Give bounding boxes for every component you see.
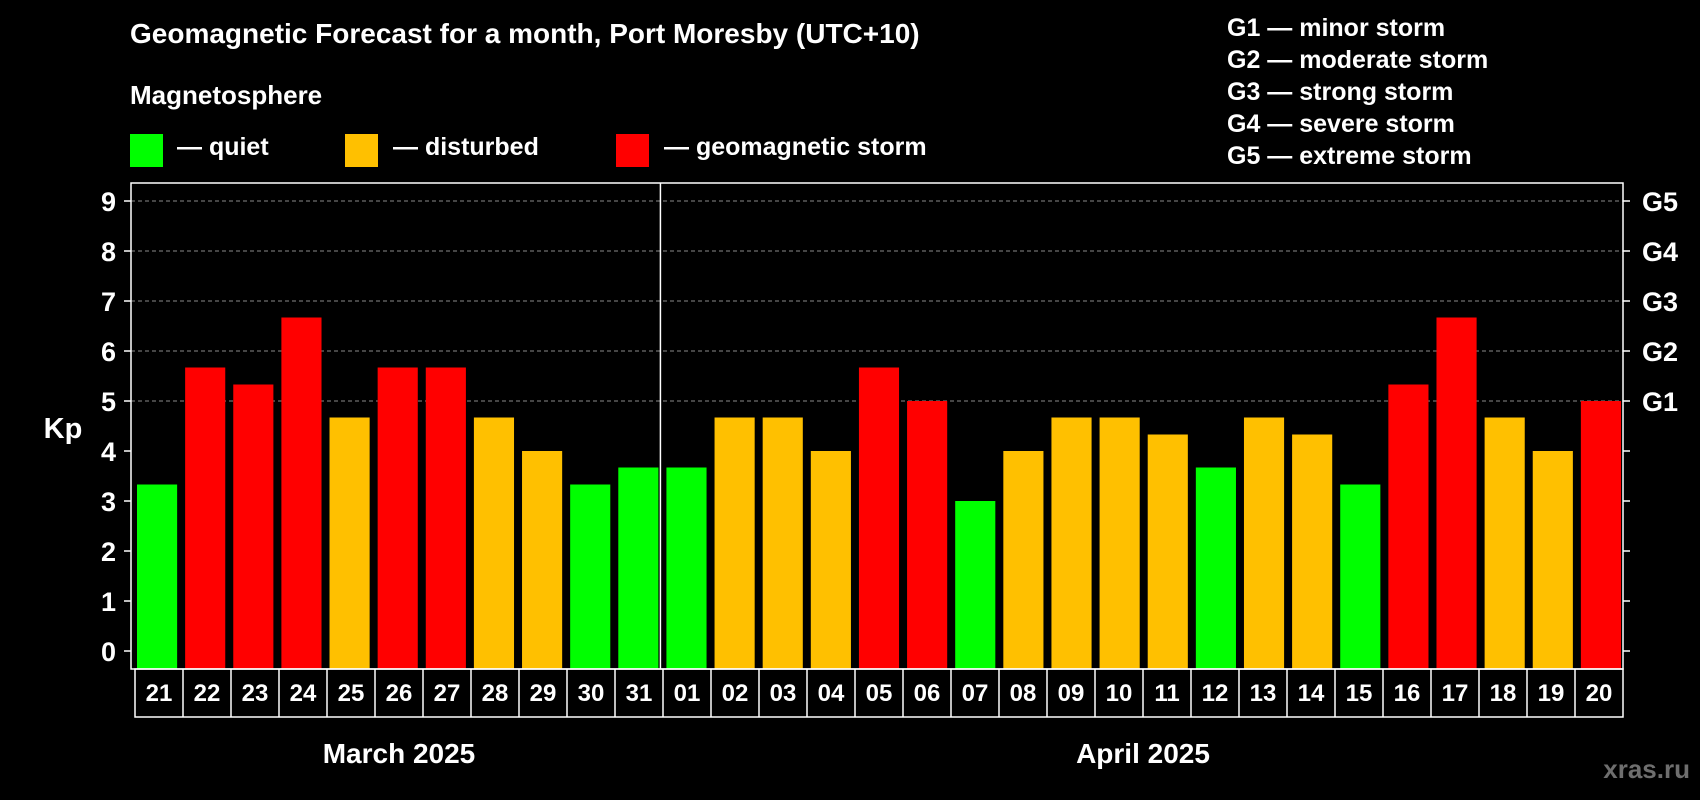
- kp-bar-19: [1532, 451, 1573, 669]
- date-label-24: 24: [290, 680, 317, 707]
- kp-bar-10: [1099, 417, 1140, 669]
- date-label-26: 26: [386, 680, 413, 707]
- legend-swatch-disturbed: [345, 134, 378, 167]
- storm-scale-g4: G4 — severe storm: [1227, 110, 1455, 138]
- date-label-03: 03: [770, 680, 797, 707]
- g-scale-label-g4: G4: [1642, 237, 1678, 267]
- y-tick-label: 5: [101, 387, 116, 417]
- kp-bar-01: [666, 467, 707, 669]
- kp-bar-29: [522, 451, 563, 669]
- kp-bar-07: [955, 501, 996, 669]
- kp-bar-31: [618, 467, 659, 669]
- date-label-25: 25: [338, 680, 365, 707]
- date-label-07: 07: [962, 680, 989, 707]
- date-label-01: 01: [674, 680, 701, 707]
- date-label-30: 30: [578, 680, 605, 707]
- y-axis-label: Kp: [44, 413, 83, 445]
- month-label-0: March 2025: [323, 738, 476, 769]
- date-label-06: 06: [914, 680, 941, 707]
- kp-bar-11: [1147, 434, 1188, 669]
- date-label-13: 13: [1250, 680, 1277, 707]
- date-label-05: 05: [866, 680, 893, 707]
- kp-bar-23: [233, 384, 274, 669]
- kp-bar-24: [281, 317, 322, 669]
- date-label-10: 10: [1106, 680, 1133, 707]
- date-label-14: 14: [1298, 680, 1325, 707]
- kp-bar-05: [858, 367, 900, 669]
- chart-title: Geomagnetic Forecast for a month, Port M…: [130, 18, 920, 49]
- storm-scale-g3: G3 — strong storm: [1227, 78, 1454, 106]
- kp-bar-15: [1340, 484, 1381, 669]
- kp-bar-02: [714, 417, 755, 669]
- legend-title: Magnetosphere: [130, 80, 323, 110]
- date-label-04: 04: [818, 680, 845, 707]
- date-label-02: 02: [722, 680, 749, 707]
- date-label-29: 29: [530, 680, 557, 707]
- kp-bar-21: [137, 484, 178, 669]
- kp-bar-03: [762, 417, 803, 669]
- date-label-18: 18: [1490, 680, 1517, 707]
- kp-bar-17: [1436, 317, 1477, 669]
- storm-scale-g1: G1 — minor storm: [1227, 14, 1446, 42]
- y-tick-label: 7: [101, 287, 116, 317]
- kp-bar-22: [185, 367, 226, 669]
- storm-scale-g2: G2 — moderate storm: [1227, 46, 1489, 74]
- date-label-31: 31: [626, 680, 653, 707]
- date-label-15: 15: [1346, 680, 1373, 707]
- kp-bar-25: [329, 417, 370, 669]
- storm-scale-g5: G5 — extreme storm: [1227, 142, 1472, 170]
- legend-label-disturbed: — disturbed: [393, 133, 539, 161]
- kp-bar-08: [1003, 451, 1044, 669]
- kp-bar-28: [473, 417, 515, 669]
- kp-bar-27: [425, 367, 466, 669]
- legend-swatch-storm: [616, 134, 649, 167]
- date-label-16: 16: [1394, 680, 1421, 707]
- kp-bar-12: [1195, 467, 1236, 669]
- kp-bar-14: [1292, 434, 1333, 669]
- kp-bar-09: [1051, 417, 1092, 669]
- kp-bar-13: [1243, 417, 1285, 669]
- date-label-28: 28: [482, 680, 509, 707]
- g-scale-label-g5: G5: [1642, 187, 1678, 217]
- month-label-1: April 2025: [1076, 738, 1210, 769]
- kp-bar-30: [570, 484, 611, 669]
- y-tick-label: 2: [101, 537, 116, 567]
- kp-bar-06: [907, 401, 948, 669]
- y-tick-label: 4: [101, 437, 116, 467]
- date-label-17: 17: [1442, 680, 1469, 707]
- y-tick-label: 6: [101, 337, 116, 367]
- g-scale-label-g2: G2: [1642, 337, 1678, 367]
- date-label-11: 11: [1154, 680, 1179, 707]
- y-tick-label: 3: [101, 487, 116, 517]
- legend-label-quiet: — quiet: [177, 133, 269, 161]
- y-tick-label: 8: [101, 237, 116, 267]
- kp-bar-26: [377, 367, 418, 669]
- legend-label-storm: — geomagnetic storm: [664, 133, 927, 161]
- date-label-08: 08: [1010, 680, 1037, 707]
- date-label-27: 27: [434, 680, 461, 707]
- legend-swatch-quiet: [130, 134, 163, 167]
- date-label-19: 19: [1538, 680, 1565, 707]
- date-label-20: 20: [1586, 680, 1613, 707]
- date-label-22: 22: [194, 680, 221, 707]
- kp-bar-16: [1388, 384, 1429, 669]
- date-label-23: 23: [242, 680, 269, 707]
- y-tick-label: 1: [101, 587, 116, 617]
- y-tick-label: 0: [101, 637, 116, 667]
- g-scale-label-g3: G3: [1642, 287, 1678, 317]
- kp-bar-20: [1580, 401, 1621, 669]
- y-tick-label: 9: [101, 187, 116, 217]
- kp-bar-04: [810, 451, 851, 669]
- watermark: xras.ru: [1603, 754, 1690, 784]
- date-label-21: 21: [146, 680, 173, 707]
- kp-bar-18: [1484, 417, 1525, 669]
- g-scale-label-g1: G1: [1642, 387, 1678, 417]
- date-label-12: 12: [1202, 680, 1229, 707]
- date-axis-frame: [134, 668, 1624, 718]
- date-label-09: 09: [1058, 680, 1085, 707]
